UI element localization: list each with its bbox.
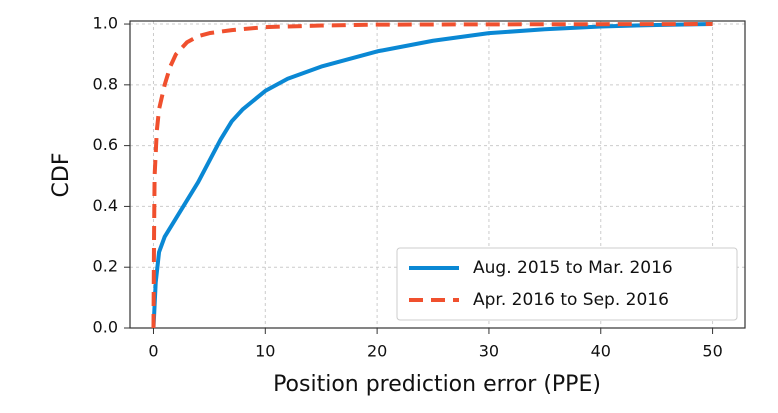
- y-axis-label: CDF: [49, 153, 74, 198]
- legend-label: Apr. 2016 to Sep. 2016: [473, 290, 669, 310]
- legend-label: Aug. 2015 to Mar. 2016: [473, 258, 673, 278]
- x-tick-label: 50: [702, 342, 722, 361]
- x-tick-label: 40: [591, 342, 611, 361]
- series-line: [151, 22, 713, 329]
- y-tick-label: 0.8: [93, 74, 118, 93]
- y-tick-label: 0.4: [93, 196, 118, 215]
- plot-frame: [129, 20, 746, 329]
- y-tick-label: 0.0: [93, 318, 118, 337]
- legend-box: [396, 247, 738, 321]
- x-tick-label: 30: [479, 342, 499, 361]
- legend: Aug. 2015 to Mar. 2016 Apr. 2016 to Sep. …: [396, 247, 738, 321]
- x-axis-label: Position prediction error (PPE): [273, 372, 601, 397]
- y-tick-label: 0.6: [93, 135, 118, 154]
- x-tick-label: 10: [255, 342, 275, 361]
- y-tick-label: 0.2: [93, 257, 118, 276]
- series-line: [151, 22, 713, 329]
- x-tick-label: 0: [148, 342, 158, 361]
- x-tick-label: 20: [367, 342, 387, 361]
- y-tick-label: 1.0: [93, 14, 118, 33]
